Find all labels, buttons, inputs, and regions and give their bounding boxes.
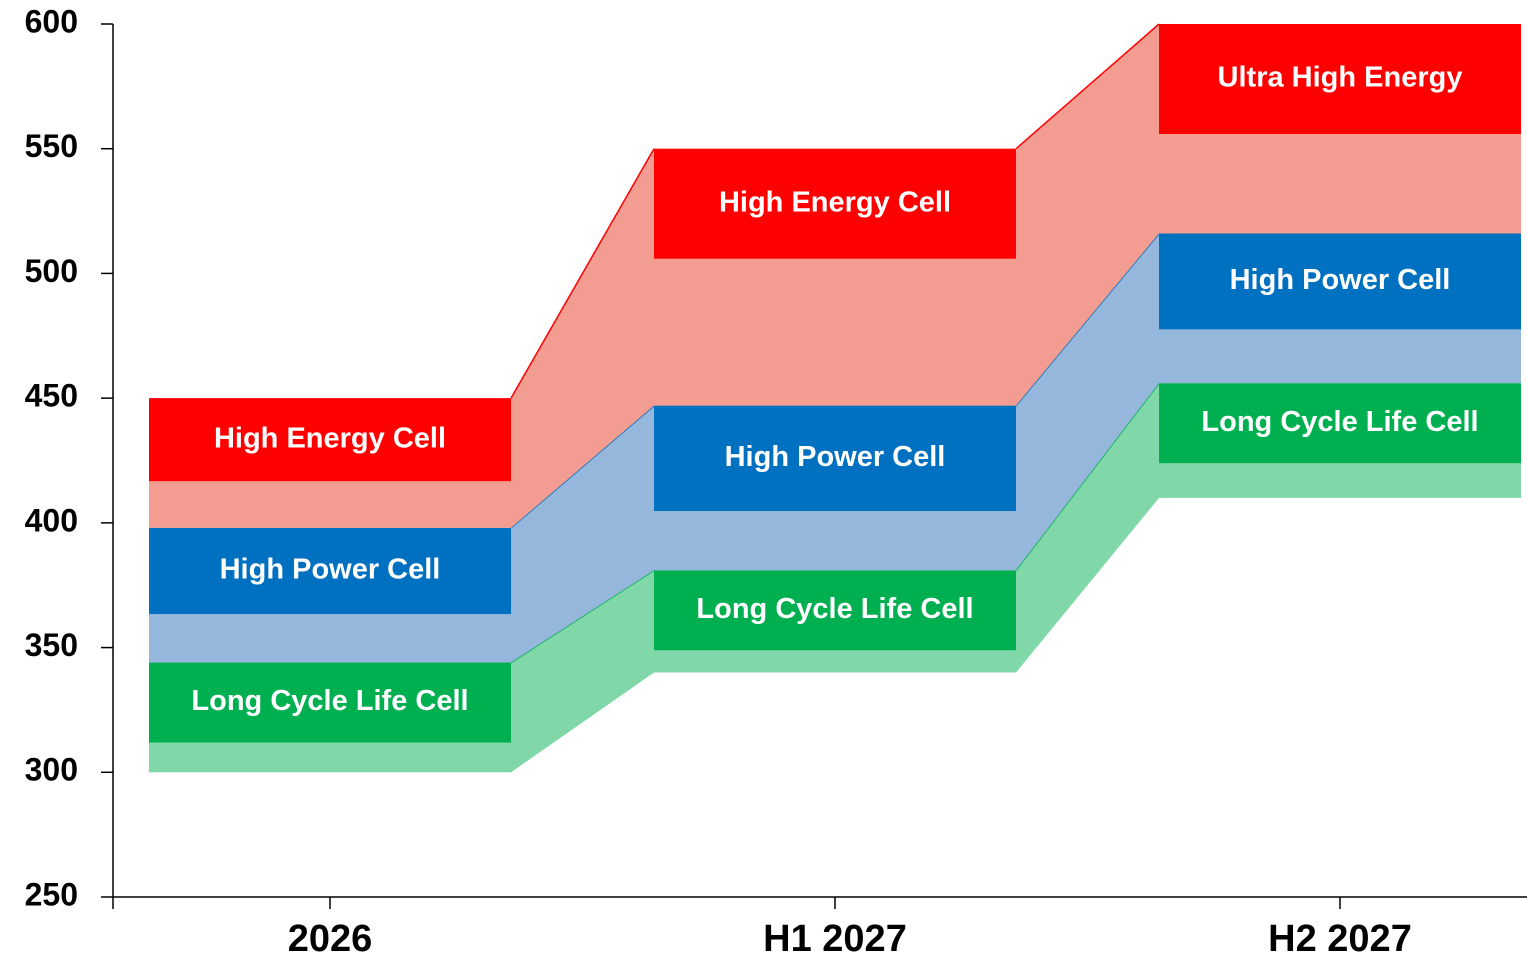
- x-tick-label: H1 2027: [763, 918, 907, 959]
- label-box: [1159, 233, 1521, 330]
- label-box: [654, 148, 1016, 259]
- label-box: [1159, 383, 1521, 464]
- band-label: High Power Cell: [1230, 264, 1451, 296]
- y-tick-label: 400: [25, 502, 78, 538]
- band-edge: [1015, 23, 1160, 150]
- band-label: Long Cycle Life Cell: [1201, 406, 1478, 438]
- band-connector: [511, 405, 654, 663]
- label-box: [149, 527, 511, 615]
- band-label: Ultra High Energy: [1218, 62, 1463, 94]
- y-tick-label: 350: [25, 627, 78, 663]
- band-connector: [511, 570, 654, 773]
- y-tick-label: 500: [25, 253, 78, 289]
- band-label: Long Cycle Life Cell: [696, 593, 973, 625]
- label-box: [149, 398, 511, 482]
- x-tick-label: 2026: [288, 918, 373, 959]
- band-connector: [1016, 383, 1159, 673]
- band-label: Long Cycle Life Cell: [191, 685, 468, 717]
- y-tick-label: 450: [25, 378, 78, 414]
- band-label: High Energy Cell: [214, 422, 446, 454]
- y-tick-label: 300: [25, 752, 78, 788]
- y-tick-label: 550: [25, 128, 78, 164]
- band-edge: [510, 148, 655, 399]
- band-connector: [1016, 24, 1159, 406]
- x-tick-label: H2 2027: [1268, 918, 1412, 959]
- label-box: [654, 405, 1016, 511]
- band-label: High Energy Cell: [719, 186, 951, 218]
- label-box: [654, 570, 1016, 651]
- y-tick-label: 250: [25, 876, 78, 912]
- band-label: High Power Cell: [220, 554, 441, 586]
- y-tick-label: 600: [25, 3, 78, 39]
- label-box: [1159, 24, 1521, 134]
- band-connector: [511, 148, 654, 528]
- band-label: High Power Cell: [725, 441, 946, 473]
- band-connector: [1016, 233, 1159, 571]
- label-box: [149, 662, 511, 743]
